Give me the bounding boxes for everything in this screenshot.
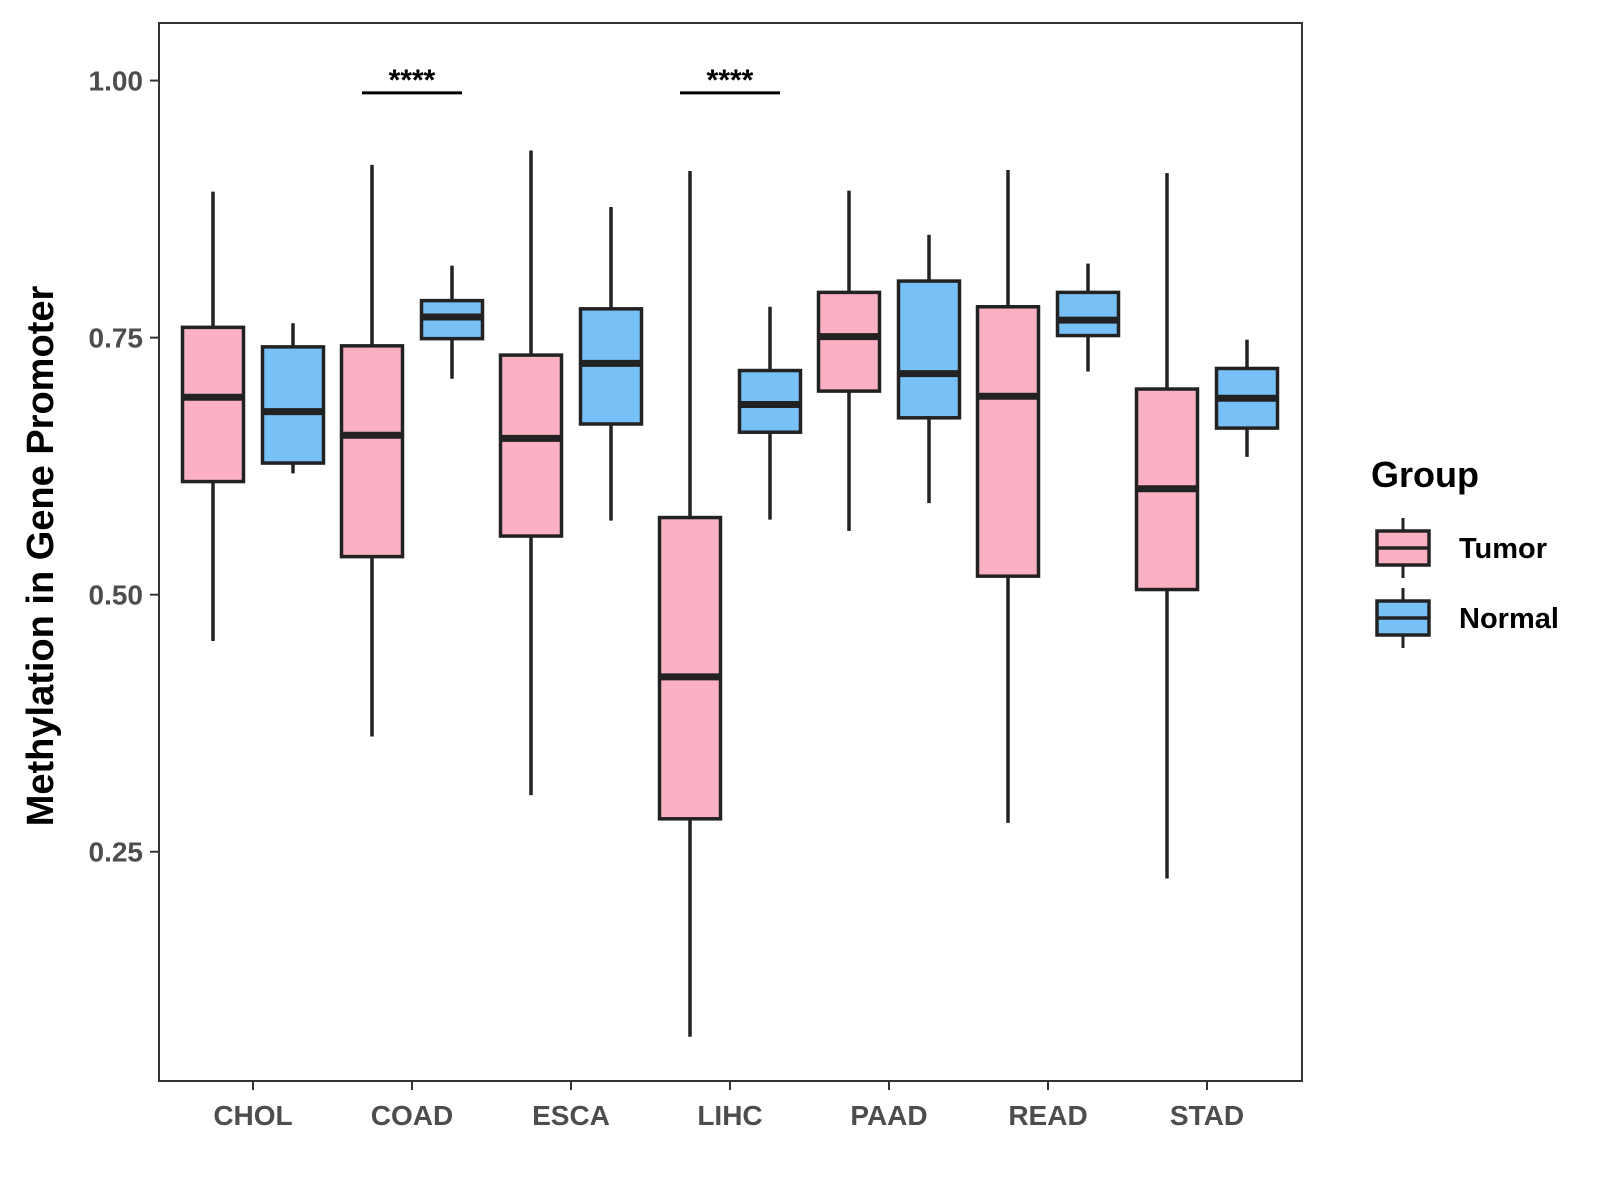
legend-item-tumor: Tumor bbox=[1375, 518, 1547, 578]
y-axis-title: Methylation in Gene Promoter bbox=[20, 286, 62, 827]
box-tumor-paad bbox=[816, 190, 882, 531]
legend: Group Tumor Normal bbox=[1371, 454, 1559, 648]
legend-item-normal: Normal bbox=[1375, 588, 1559, 648]
box-body bbox=[975, 305, 1041, 578]
legend-label: Normal bbox=[1459, 603, 1559, 635]
box-body bbox=[896, 279, 962, 420]
box-body bbox=[339, 344, 405, 559]
box-body bbox=[657, 515, 723, 821]
box-tumor-read bbox=[975, 170, 1041, 823]
box-body bbox=[816, 290, 882, 393]
box-normal-lihc bbox=[737, 306, 803, 520]
significance-label: **** bbox=[389, 64, 436, 97]
legend-label: Tumor bbox=[1459, 533, 1547, 565]
box-body bbox=[1055, 290, 1121, 338]
x-tick-label: LIHC bbox=[697, 1100, 762, 1131]
box-tumor-esca bbox=[498, 150, 564, 796]
legend-title: Group bbox=[1371, 454, 1479, 495]
box-body bbox=[180, 325, 246, 484]
box-body bbox=[498, 353, 564, 538]
box-normal-stad bbox=[1214, 339, 1280, 457]
box-tumor-coad bbox=[339, 164, 405, 737]
significance-label: **** bbox=[707, 64, 754, 97]
box-normal-chol bbox=[260, 323, 326, 474]
x-tick-label: PAAD bbox=[850, 1100, 927, 1131]
box-normal-read bbox=[1055, 263, 1121, 372]
x-tick-label: CHOL bbox=[213, 1100, 292, 1131]
y-tick-label: 1.00 bbox=[89, 66, 144, 97]
box-tumor-lihc bbox=[657, 171, 723, 1037]
box-body bbox=[260, 345, 326, 465]
x-tick-label: ESCA bbox=[532, 1100, 610, 1131]
box-tumor-stad bbox=[1134, 173, 1200, 879]
y-tick-label: 0.75 bbox=[89, 323, 144, 354]
box-normal-paad bbox=[896, 234, 962, 504]
x-tick-label: COAD bbox=[371, 1100, 453, 1131]
annotations-layer: **** **** bbox=[362, 64, 780, 97]
box-tumor-chol bbox=[180, 191, 246, 641]
y-tick-label: 0.50 bbox=[89, 580, 144, 611]
boxes-layer bbox=[180, 150, 1280, 1037]
x-tick-label: READ bbox=[1008, 1100, 1087, 1131]
x-tick-label: STAD bbox=[1170, 1100, 1244, 1131]
box-normal-esca bbox=[578, 207, 644, 521]
y-tick-label: 0.25 bbox=[89, 837, 144, 868]
plot-panel bbox=[158, 22, 1303, 1082]
box-normal-coad bbox=[419, 265, 485, 379]
